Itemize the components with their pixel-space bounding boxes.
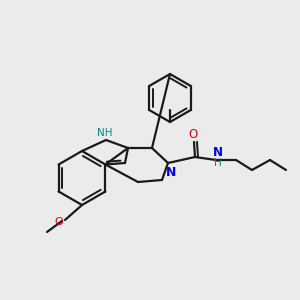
Text: N: N	[213, 146, 223, 160]
Text: N: N	[166, 166, 176, 178]
Text: O: O	[188, 128, 198, 142]
Text: O: O	[55, 217, 63, 227]
Text: NH: NH	[97, 128, 113, 138]
Text: H: H	[214, 158, 222, 168]
